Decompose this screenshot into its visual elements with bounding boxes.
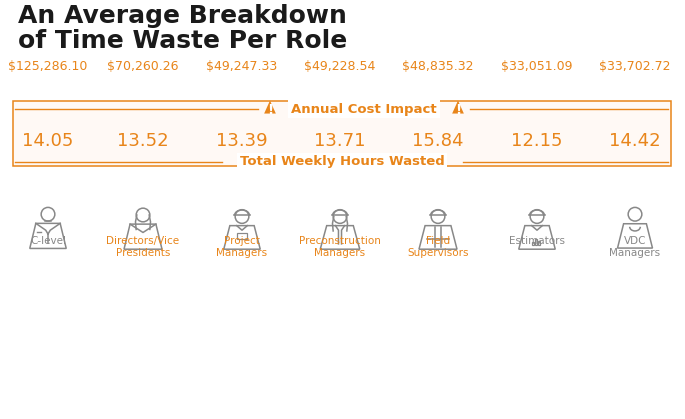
Text: !: ! (267, 103, 273, 116)
Text: Directors/Vice
Presidents: Directors/Vice Presidents (106, 236, 179, 258)
Bar (13, 101, 671, 166)
Text: Project
Managers: Project Managers (216, 236, 268, 258)
Text: !: ! (455, 103, 461, 116)
Text: of Time Waste Per Role: of Time Waste Per Role (18, 29, 347, 53)
Text: 13.39: 13.39 (216, 132, 268, 150)
Text: $33,051.09: $33,051.09 (501, 59, 573, 72)
Text: $49,228.54: $49,228.54 (304, 59, 375, 72)
Text: Estimators: Estimators (509, 236, 565, 246)
Text: Annual Cost Impact: Annual Cost Impact (291, 103, 437, 116)
Text: $70,260.26: $70,260.26 (108, 59, 179, 72)
Text: An Average Breakdown: An Average Breakdown (18, 4, 347, 28)
Text: 14.05: 14.05 (23, 132, 74, 150)
Text: VDC
Managers: VDC Managers (610, 236, 660, 258)
Polygon shape (264, 101, 276, 114)
Bar (538, 241, 540, 245)
Text: 14.42: 14.42 (609, 132, 661, 150)
Text: $49,247.33: $49,247.33 (206, 59, 277, 72)
Bar (535, 239, 537, 245)
Text: 13.52: 13.52 (117, 132, 169, 150)
Text: 15.84: 15.84 (412, 132, 464, 150)
Text: C-level: C-level (30, 236, 66, 246)
Bar (237, 233, 247, 238)
Bar (532, 242, 534, 245)
Text: Total Weekly Hours Wasted: Total Weekly Hours Wasted (240, 155, 445, 168)
Text: Field
Supervisors: Field Supervisors (408, 236, 469, 258)
Text: Preconstruction
Managers: Preconstruction Managers (299, 236, 381, 258)
Polygon shape (452, 101, 464, 114)
Text: $33,702.72: $33,702.72 (599, 59, 671, 72)
Text: 13.71: 13.71 (314, 132, 366, 150)
Text: $125,286.10: $125,286.10 (8, 59, 88, 72)
Text: $48,835.32: $48,835.32 (402, 59, 474, 72)
Text: 12.15: 12.15 (511, 132, 563, 150)
